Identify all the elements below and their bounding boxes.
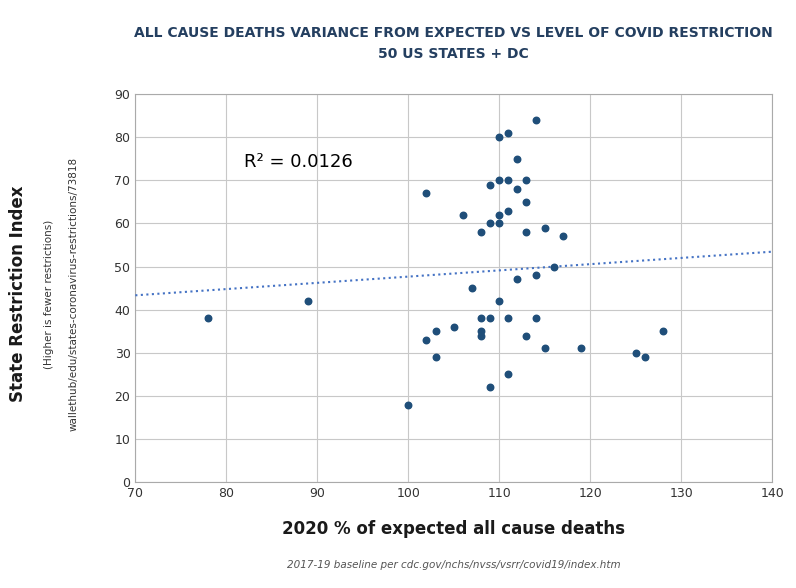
Text: R² = 0.0126: R² = 0.0126 [244, 153, 353, 171]
Point [538, 223, 551, 232]
Text: wallethub/edu/states-coronavirus-restrictions/73818: wallethub/edu/states-coronavirus-restric… [69, 157, 79, 431]
Point [447, 322, 460, 332]
Point [511, 275, 524, 284]
Point [575, 344, 587, 353]
Point [474, 228, 487, 237]
Point [502, 313, 515, 323]
Point [474, 313, 487, 323]
Point [302, 296, 314, 306]
Point [484, 180, 497, 189]
Point [420, 189, 433, 198]
Point [529, 115, 542, 125]
Text: (Higher is fewer restrictions): (Higher is fewer restrictions) [45, 219, 54, 369]
Point [520, 331, 533, 340]
Point [548, 262, 560, 271]
Text: 2020 % of expected all cause deaths: 2020 % of expected all cause deaths [283, 520, 625, 539]
Text: 50 US STATES + DC: 50 US STATES + DC [378, 47, 529, 61]
Point [493, 219, 505, 228]
Point [484, 383, 497, 392]
Point [520, 197, 533, 206]
Point [511, 154, 524, 163]
Point [502, 206, 515, 215]
Point [484, 313, 497, 323]
Point [493, 296, 505, 306]
Point [638, 352, 651, 362]
Point [493, 210, 505, 219]
Point [429, 326, 442, 336]
Point [466, 283, 478, 293]
Point [474, 331, 487, 340]
Point [556, 232, 569, 241]
Point [511, 184, 524, 193]
Point [502, 176, 515, 185]
Point [493, 176, 505, 185]
Point [529, 270, 542, 280]
Point [520, 176, 533, 185]
Point [474, 326, 487, 336]
Point [502, 370, 515, 379]
Point [502, 128, 515, 138]
Point [538, 344, 551, 353]
Point [657, 326, 669, 336]
Text: State Restriction Index: State Restriction Index [9, 186, 26, 402]
Point [420, 335, 433, 345]
Point [456, 210, 469, 219]
Point [493, 132, 505, 142]
Point [201, 313, 214, 323]
Point [529, 313, 542, 323]
Point [520, 228, 533, 237]
Point [630, 348, 642, 358]
Point [402, 400, 415, 409]
Text: ALL CAUSE DEATHS VARIANCE FROM EXPECTED VS LEVEL OF COVID RESTRICTION: ALL CAUSE DEATHS VARIANCE FROM EXPECTED … [135, 26, 773, 41]
Point [429, 352, 442, 362]
Point [484, 219, 497, 228]
Text: 2017-19 baseline per cdc.gov/nchs/nvss/vsrr/covid19/index.htm: 2017-19 baseline per cdc.gov/nchs/nvss/v… [287, 560, 621, 570]
